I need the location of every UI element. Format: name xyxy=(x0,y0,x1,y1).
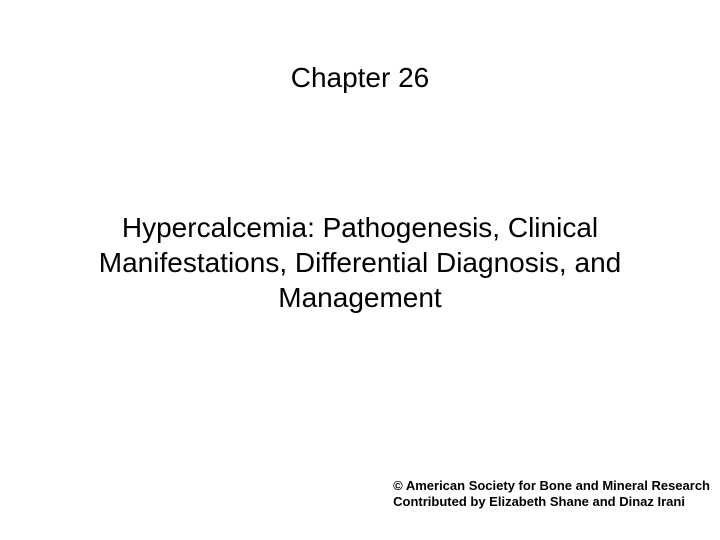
chapter-title: Hypercalcemia: Pathogenesis, Clinical Ma… xyxy=(50,210,670,315)
footer: © American Society for Bone and Mineral … xyxy=(393,478,710,511)
chapter-heading: Chapter 26 xyxy=(0,62,720,94)
copyright-line: © American Society for Bone and Mineral … xyxy=(393,478,710,494)
contributors-line: Contributed by Elizabeth Shane and Dinaz… xyxy=(393,494,710,510)
